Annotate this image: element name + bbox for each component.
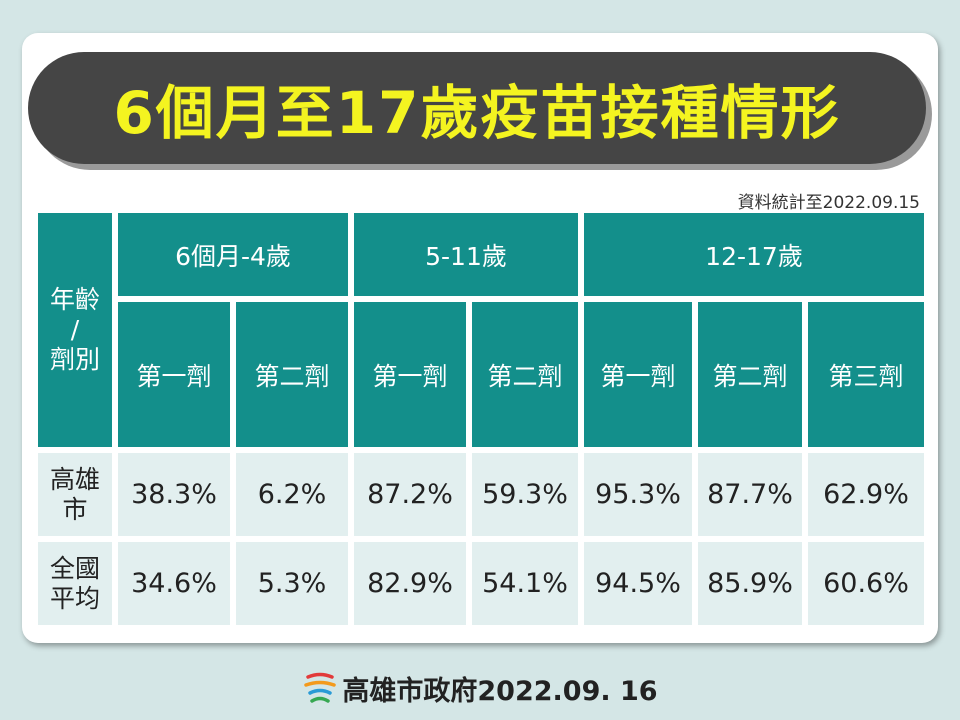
row-label-kaohsiung: 高雄 市	[38, 453, 112, 536]
table-cell: 87.2%	[354, 453, 466, 536]
age-group-header: 6個月-4歲	[118, 213, 348, 296]
age-group-header: 12-17歲	[584, 213, 924, 296]
dose-header: 第二劑	[698, 302, 802, 447]
table-cell: 62.9%	[808, 453, 924, 536]
age-group-header: 5-11歲	[354, 213, 578, 296]
dose-header: 第三劑	[808, 302, 924, 447]
table-cell: 6.2%	[236, 453, 348, 536]
table-cell: 60.6%	[808, 542, 924, 625]
table-cell: 5.3%	[236, 542, 348, 625]
footer: 高雄市政府2022.09. 16	[0, 666, 960, 710]
kaohsiung-logo-icon	[304, 672, 337, 703]
table-cell: 95.3%	[584, 453, 692, 536]
table-cell: 82.9%	[354, 542, 466, 625]
page-title: 6個月至17歲疫苗接種情形	[113, 79, 841, 147]
table-cell: 59.3%	[472, 453, 578, 536]
source-note: 資料統計至2022.09.15	[737, 193, 920, 213]
table-cell: 34.6%	[118, 542, 230, 625]
dose-header: 第一劑	[118, 302, 230, 447]
row-label-national: 全國 平均	[38, 542, 112, 625]
table-cell: 87.7%	[698, 453, 802, 536]
dose-header: 第二劑	[472, 302, 578, 447]
footer-text: 高雄市政府2022.09. 16	[342, 675, 658, 707]
corner-label-dose: 劑別	[49, 345, 100, 374]
corner-header: 年齡 / 劑別	[38, 213, 112, 447]
title-bar: 6個月至17歲疫苗接種情形	[28, 52, 926, 164]
dose-header: 第二劑	[236, 302, 348, 447]
table-cell: 38.3%	[118, 453, 230, 536]
table-cell: 85.9%	[698, 542, 802, 625]
table-cell: 94.5%	[584, 542, 692, 625]
table-cell: 54.1%	[472, 542, 578, 625]
corner-label-age: 年齡	[49, 285, 100, 314]
dose-header: 第一劑	[354, 302, 466, 447]
corner-label-slash: /	[70, 315, 80, 344]
dose-header: 第一劑	[584, 302, 692, 447]
